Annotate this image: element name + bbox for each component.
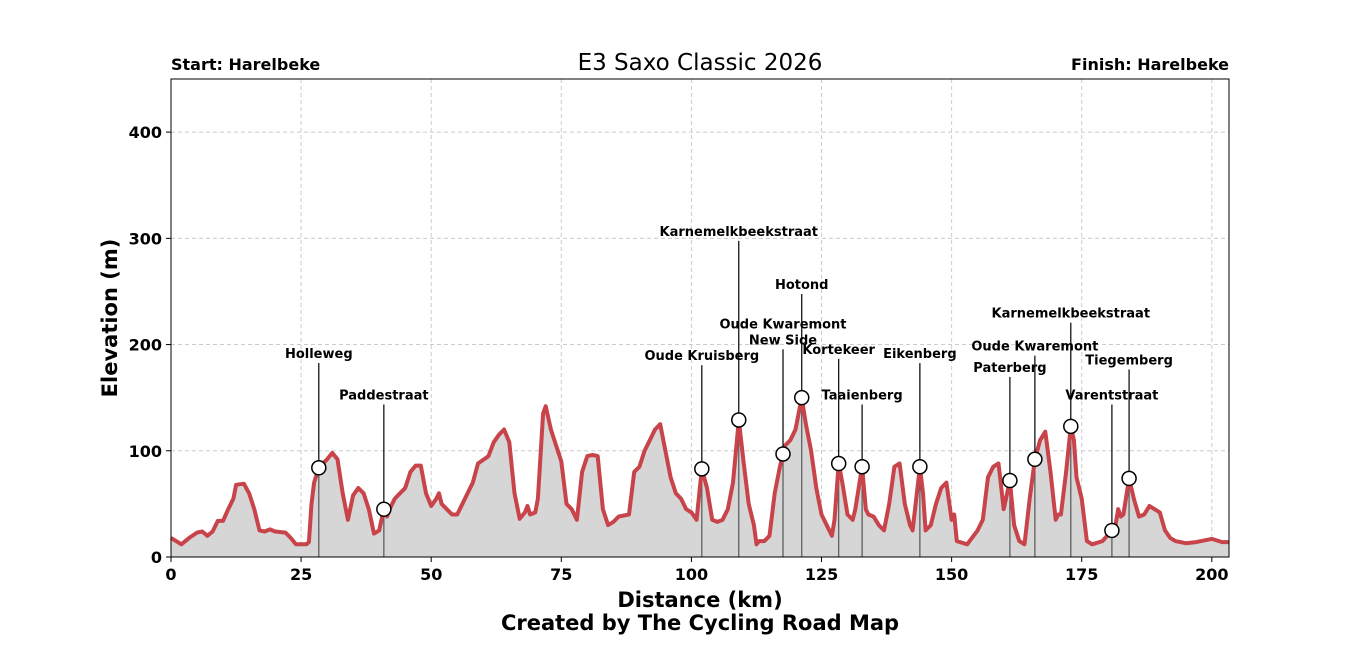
climb-label-line: Holleweg xyxy=(285,347,353,362)
climb-label-line: Hotond xyxy=(775,278,829,293)
climb-label: Oude Kwaremont xyxy=(971,340,1098,355)
y-axis-label: Elevation (m) xyxy=(98,239,122,398)
climb-marker xyxy=(1063,418,1079,435)
plot-frame xyxy=(170,78,1230,558)
climb-label-line: Karnemelkbeekstraat xyxy=(660,225,819,240)
climb-label-line: Kortekeer xyxy=(802,343,875,358)
climb-marker xyxy=(376,501,392,517)
axes: 0 25 50 75 100 125 150 175 200 0 100 200 300 400 xyxy=(129,123,1229,584)
climb-label: Holleweg xyxy=(285,347,353,362)
climb-annotations: Holleweg Paddestraat Oude Kruisberg Karneme… xyxy=(285,225,1173,539)
y-tick-label: 400 xyxy=(129,123,162,142)
climb-label-line: Tiegemberg xyxy=(1085,353,1173,368)
climb-marker xyxy=(1027,451,1043,468)
climb-label-line: Oude Kwaremont xyxy=(971,340,1098,355)
climb-marker xyxy=(1121,470,1137,487)
climb-label-line: Paddestraat xyxy=(339,388,429,403)
grid xyxy=(171,79,1229,557)
climb-label-line: Varentstraat xyxy=(1065,388,1158,403)
climb-label-line: Paterberg xyxy=(973,361,1046,376)
climb-label-line: Oude Kwaremont xyxy=(720,317,847,332)
climb-label: Paterberg xyxy=(973,361,1046,376)
y-tick-label: 100 xyxy=(129,442,162,461)
x-tick-label: 150 xyxy=(935,565,968,584)
chart-title: E3 Saxo Classic 2026 xyxy=(578,50,823,76)
climb-marker xyxy=(912,458,928,475)
climb-label: Karnemelkbeekstraat xyxy=(660,225,819,240)
climb-marker xyxy=(694,461,710,477)
climb-marker xyxy=(731,412,747,428)
climb-marker xyxy=(793,389,810,406)
climb-marker xyxy=(775,446,791,462)
x-tick-label: 0 xyxy=(165,565,176,584)
climb-label-line: Eikenberg xyxy=(883,347,957,362)
footer-credit: Created by The Cycling Road Map xyxy=(501,611,899,635)
climb-label: Oude Kwaremont New Side xyxy=(720,317,847,348)
climb-label: Karnemelkbeekstraat xyxy=(992,307,1151,322)
x-tick-label: 175 xyxy=(1065,565,1098,584)
x-tick-label: 125 xyxy=(805,565,838,584)
climb-marker xyxy=(854,458,870,475)
x-tick-label: 75 xyxy=(550,565,572,584)
climb-marker xyxy=(1002,472,1018,489)
climb-label: Eikenberg xyxy=(883,347,957,362)
y-tick-label: 200 xyxy=(129,336,162,355)
x-tick-label: 25 xyxy=(290,565,312,584)
climb-label: Taaienberg xyxy=(822,388,903,403)
x-tick-label: 50 xyxy=(420,565,442,584)
climb-marker xyxy=(1104,522,1120,539)
profile-area xyxy=(171,397,1229,557)
climb-label-line: New Side xyxy=(749,333,817,348)
climb-label: Varentstraat xyxy=(1065,388,1158,403)
finish-label: Finish: Harelbeke xyxy=(1071,55,1229,74)
climb-label: Hotond xyxy=(775,278,829,293)
x-tick-label: 100 xyxy=(675,565,708,584)
climb-label: Kortekeer xyxy=(802,343,875,358)
climb-label-line: Oude Kruisberg xyxy=(644,349,759,364)
climb-label-line: Karnemelkbeekstraat xyxy=(992,307,1151,322)
start-label: Start: Harelbeke xyxy=(171,55,320,74)
y-tick-label: 0 xyxy=(151,548,162,567)
x-tick-label: 200 xyxy=(1195,565,1228,584)
climb-label: Oude Kruisberg xyxy=(644,349,759,364)
climb-marker xyxy=(311,460,327,476)
x-axis-label: Distance (km) xyxy=(617,588,782,612)
climb-marker xyxy=(830,455,847,472)
climb-label-line: Taaienberg xyxy=(822,388,903,403)
climb-label: Paddestraat xyxy=(339,388,429,403)
climb-label: Tiegemberg xyxy=(1085,353,1173,368)
y-tick-label: 300 xyxy=(129,229,162,248)
